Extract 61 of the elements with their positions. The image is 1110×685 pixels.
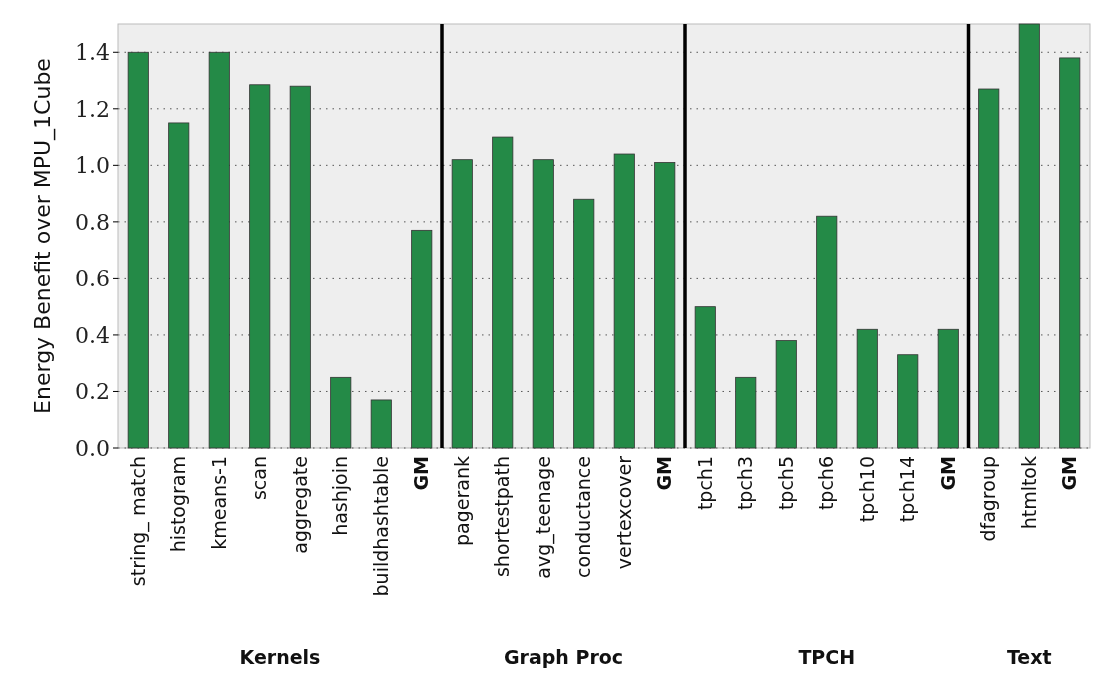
bar bbox=[330, 376, 352, 449]
x-tick-label: tpch5 bbox=[774, 456, 797, 511]
y-tick-label: 1.4 bbox=[75, 39, 110, 65]
x-tick-label: tpch3 bbox=[734, 456, 757, 511]
x-tick-label: tpch14 bbox=[896, 456, 919, 523]
x-tick-label: vertexcover bbox=[612, 455, 635, 570]
x-tick-label: string_ match bbox=[126, 456, 150, 587]
x-tick-label: scan bbox=[248, 456, 271, 501]
x-tick-label: GM bbox=[653, 456, 676, 491]
y-tick-label: 0.8 bbox=[75, 209, 110, 235]
bar bbox=[249, 84, 271, 449]
y-axis-title: Energy Benefit over MPU_1Cube bbox=[30, 58, 56, 414]
x-tick-label: histogram bbox=[167, 456, 190, 553]
x-tick-label: pagerank bbox=[450, 456, 473, 546]
x-tick-label: GM bbox=[1058, 456, 1081, 491]
bar bbox=[816, 215, 838, 449]
x-tick-label: conductance bbox=[572, 456, 595, 578]
text: Text bbox=[1006, 646, 1052, 668]
bar bbox=[573, 198, 595, 449]
x-tick-label: aggregate bbox=[288, 456, 311, 554]
bar bbox=[492, 136, 514, 449]
bar bbox=[735, 376, 757, 449]
bar bbox=[127, 51, 149, 449]
x-tick-label: kmeans-1 bbox=[207, 456, 230, 550]
bar bbox=[370, 399, 392, 449]
bar bbox=[532, 159, 554, 449]
x-tick-label: dfagroup bbox=[977, 456, 1000, 542]
bar bbox=[1018, 23, 1040, 449]
bar bbox=[654, 162, 676, 449]
bar bbox=[411, 229, 433, 449]
bar bbox=[978, 88, 1000, 449]
x-tick-label: avg_teenage bbox=[531, 456, 555, 579]
bar bbox=[451, 159, 473, 449]
bar bbox=[289, 85, 311, 449]
text: TPCH bbox=[798, 646, 856, 668]
x-tick-label: hashjoin bbox=[329, 456, 352, 536]
x-tick-label: buildhashtable bbox=[369, 456, 392, 597]
y-tick-label: 0.2 bbox=[75, 379, 110, 405]
bar bbox=[937, 328, 959, 449]
y-tick-label: 1.0 bbox=[75, 153, 110, 179]
y-tick-label: 1.2 bbox=[75, 96, 110, 122]
y-tick-label: 0.0 bbox=[75, 435, 110, 461]
bar bbox=[168, 122, 190, 449]
bar bbox=[694, 306, 716, 449]
bar bbox=[897, 354, 919, 449]
x-tick-label: tpch10 bbox=[855, 456, 878, 523]
bar bbox=[1059, 57, 1081, 449]
text: Graph Proc bbox=[503, 646, 624, 668]
x-tick-label: shortestpath bbox=[491, 456, 514, 578]
x-tick-label: tpch6 bbox=[815, 456, 838, 511]
x-tick-label: GM bbox=[936, 456, 959, 491]
x-tick-label: tpch1 bbox=[693, 456, 716, 511]
y-tick-label: 0.4 bbox=[75, 322, 110, 348]
x-tick-label: htmltok bbox=[1017, 456, 1040, 530]
text: Kernels bbox=[239, 646, 321, 668]
y-tick-label: 0.6 bbox=[75, 266, 110, 292]
bar bbox=[775, 340, 797, 449]
x-tick-label: GM bbox=[410, 456, 433, 491]
bar bbox=[208, 51, 230, 449]
bar bbox=[856, 328, 878, 449]
bar bbox=[613, 153, 635, 449]
